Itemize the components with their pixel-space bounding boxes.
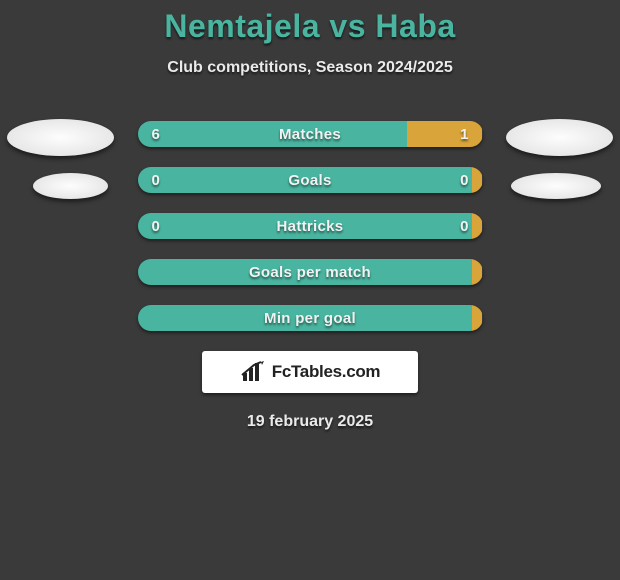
avatar-ellipse [506, 119, 613, 156]
logo-text: FcTables.com [272, 362, 381, 382]
stat-label: Min per goal [138, 305, 483, 331]
stat-row-hattricks: 0 Hattricks 0 [138, 213, 483, 239]
stat-row-goals-per-match: Goals per match [138, 259, 483, 285]
avatar-ellipse [33, 173, 108, 199]
chart-icon [240, 361, 266, 383]
avatar-ellipse [7, 119, 114, 156]
comparison-stage: 6 Matches 1 0 Goals 0 0 Hattricks 0 Goal… [0, 121, 620, 431]
stat-label: Matches [138, 121, 483, 147]
stat-row-matches: 6 Matches 1 [138, 121, 483, 147]
page-title: Nemtajela vs Haba [0, 0, 620, 45]
avatar-ellipse [511, 173, 601, 199]
stat-label: Goals [138, 167, 483, 193]
stat-value-right: 0 [460, 167, 468, 193]
subtitle: Club competitions, Season 2024/2025 [0, 59, 620, 77]
stat-row-min-per-goal: Min per goal [138, 305, 483, 331]
stat-value-right: 0 [460, 213, 468, 239]
date-label: 19 february 2025 [0, 413, 620, 431]
stat-label: Goals per match [138, 259, 483, 285]
stat-row-goals: 0 Goals 0 [138, 167, 483, 193]
logo-card: FcTables.com [202, 351, 418, 393]
stat-value-right: 1 [460, 121, 468, 147]
stat-label: Hattricks [138, 213, 483, 239]
